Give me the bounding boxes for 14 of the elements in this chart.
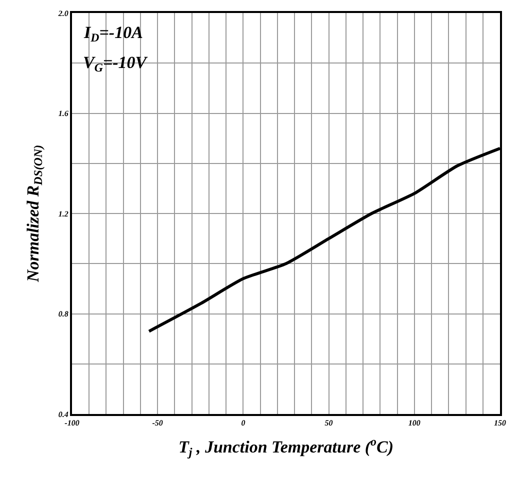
x-tick-label: -100 [64,418,80,428]
x-tick-label: 0 [241,418,246,428]
annotation: V$_{G}$=-10V [83,53,148,75]
y-tick-label: 0.8 [58,310,68,319]
x-axis-title: T$_{j}$ , Junction Temperature ($^{o}$C) [178,434,394,460]
y-tick-label: 1.2 [58,209,68,218]
annotation: I$_{D}$=-10A [83,23,143,45]
x-tick-label: -50 [152,418,163,428]
y-tick-label: 2.0 [57,8,68,18]
y-tick-label: 0.4 [58,410,68,419]
y-tick-label: 1.6 [58,109,68,118]
x-tick-label: 100 [408,418,420,428]
x-tick-label: 50 [324,418,333,428]
x-tick-label: 150 [494,418,506,428]
